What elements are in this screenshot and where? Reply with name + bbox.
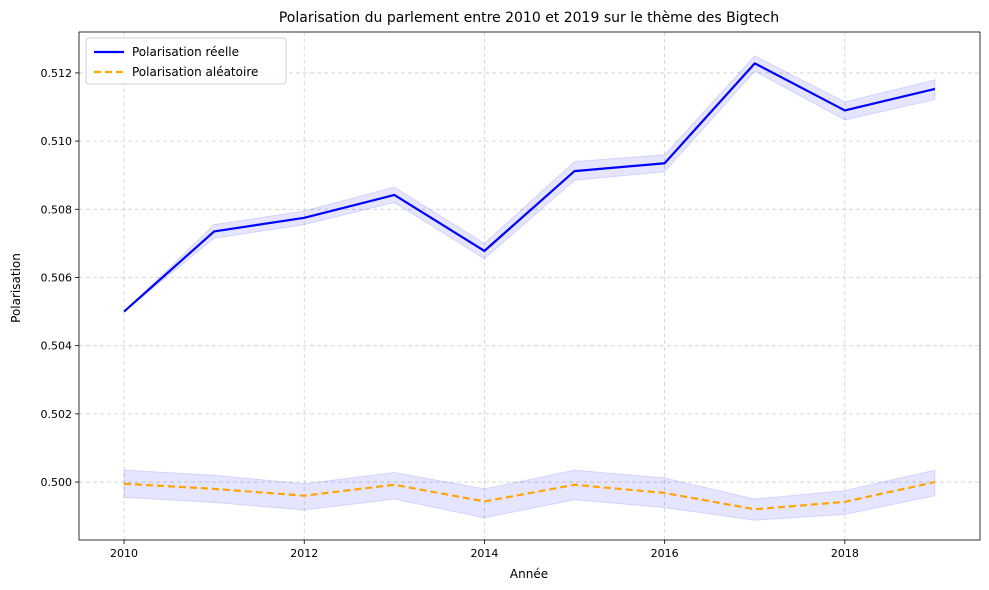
series-line-1 bbox=[123, 480, 936, 511]
x-axis: 2010 2012 2014 2016 2018 bbox=[110, 540, 859, 560]
legend-box bbox=[85, 37, 287, 85]
confidence-bands bbox=[123, 55, 936, 521]
x-tick-label: 2018 bbox=[831, 547, 859, 560]
chart-title: Polarisation du parlement entre 2010 et … bbox=[279, 10, 779, 26]
x-tick-label: 2014 bbox=[470, 547, 498, 560]
y-tick-label: 0.504 bbox=[41, 340, 73, 353]
series-lines bbox=[123, 62, 936, 511]
y-axis-label: Polarisation bbox=[9, 253, 23, 323]
confidence-band-1 bbox=[123, 469, 936, 521]
y-tick-label: 0.512 bbox=[41, 67, 73, 80]
x-tick-label: 2012 bbox=[290, 547, 318, 560]
y-tick-label: 0.506 bbox=[41, 271, 73, 284]
legend: Polarisation réelle Polarisation aléatoir… bbox=[85, 37, 287, 85]
y-tick-label: 0.500 bbox=[41, 476, 73, 489]
y-tick-label: 0.508 bbox=[41, 203, 73, 216]
x-tick-label: 2010 bbox=[110, 547, 138, 560]
y-tick-label: 0.502 bbox=[41, 408, 73, 421]
plot-frame bbox=[78, 31, 981, 541]
series-line-0 bbox=[123, 62, 936, 313]
legend-label-0: Polarisation réelle bbox=[132, 45, 239, 59]
y-tick-label: 0.510 bbox=[41, 135, 73, 148]
x-tick-label: 2016 bbox=[651, 547, 679, 560]
x-axis-label: Année bbox=[510, 567, 548, 581]
y-axis: 0.500 0.502 0.504 0.506 0.508 0.510 0.512 bbox=[41, 67, 79, 489]
legend-label-1: Polarisation aléatoire bbox=[132, 65, 258, 79]
